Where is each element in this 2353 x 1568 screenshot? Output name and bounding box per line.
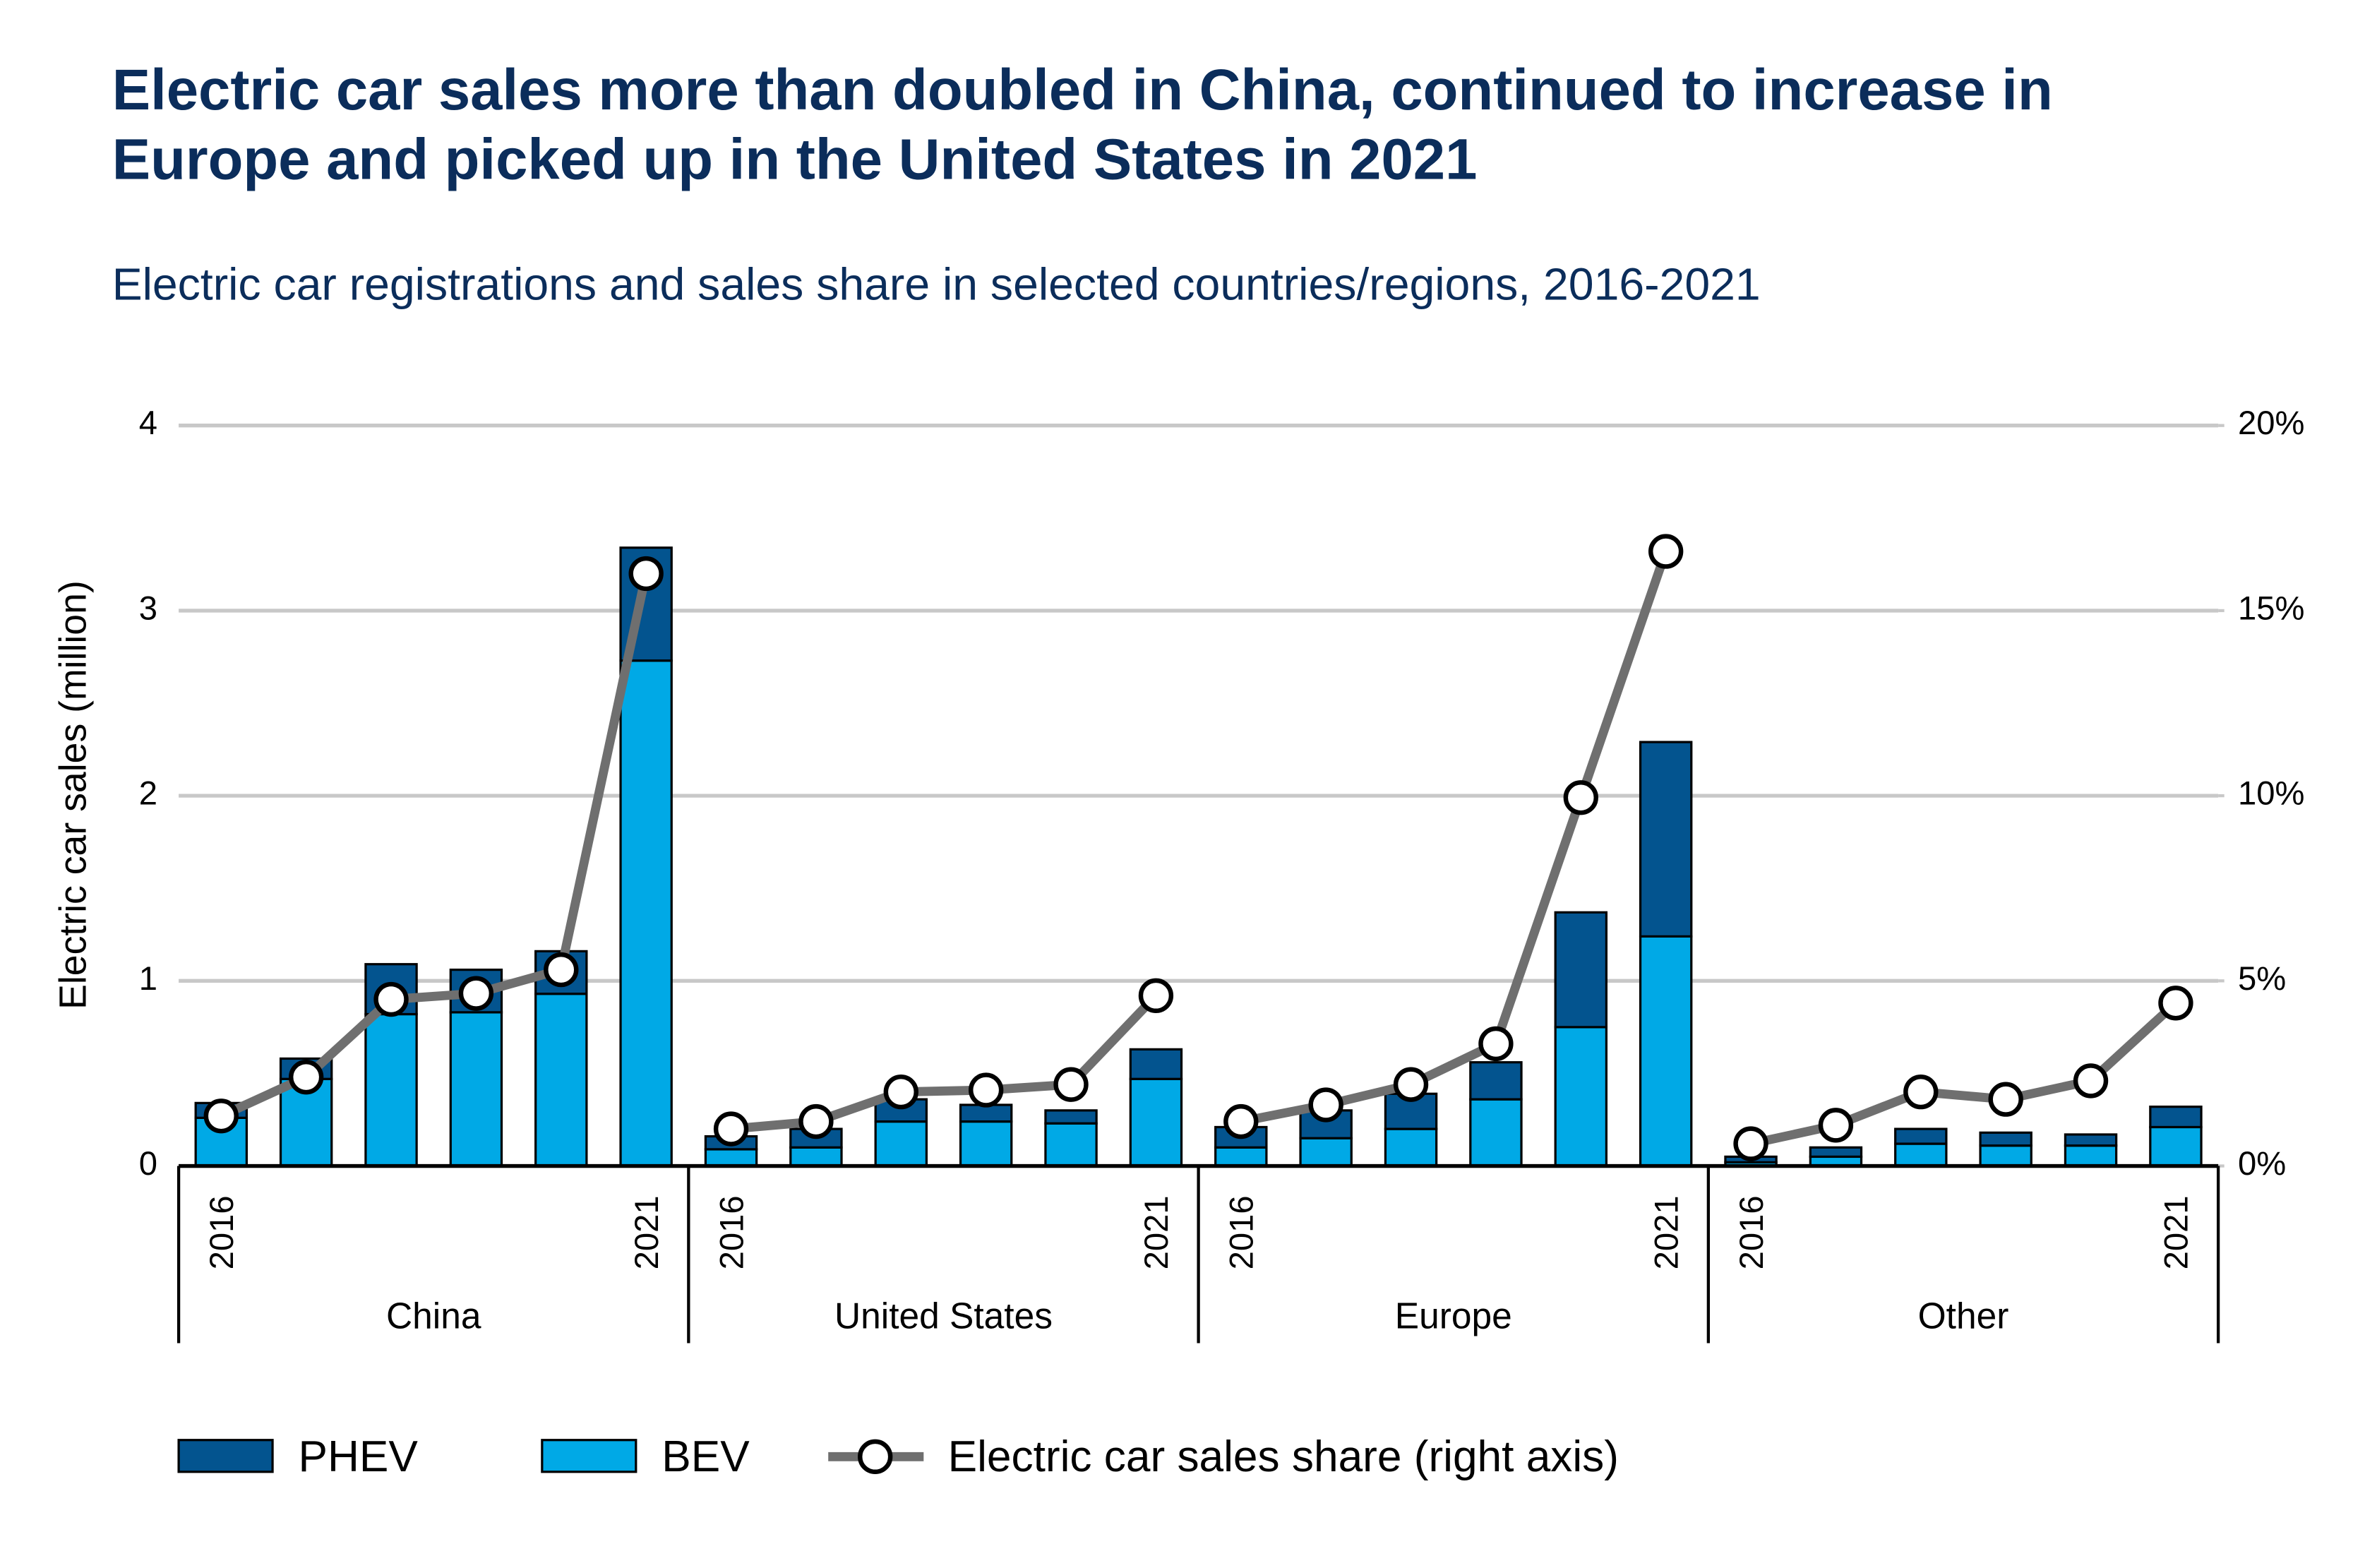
line-point bbox=[628, 556, 664, 592]
group-label: China bbox=[386, 1295, 481, 1336]
line-point bbox=[458, 976, 494, 1011]
bar-segment bbox=[1129, 1048, 1183, 1080]
line-point bbox=[1393, 1067, 1429, 1102]
line-point bbox=[798, 1103, 834, 1139]
x-tick-label: 2021 bbox=[2157, 1195, 2195, 1269]
line-point bbox=[1478, 1026, 1514, 1062]
line-point bbox=[288, 1060, 324, 1095]
line-point bbox=[1733, 1126, 1768, 1161]
bar-segment bbox=[1469, 1098, 1523, 1168]
line-series bbox=[1749, 1000, 2179, 1149]
bar-segment bbox=[364, 1012, 418, 1168]
line-point bbox=[1053, 1067, 1089, 1102]
bar-segment bbox=[1979, 1131, 2032, 1147]
x-tick-label: 2016 bbox=[203, 1195, 240, 1269]
y-tick-label: 0 bbox=[139, 1144, 157, 1182]
bar-segment bbox=[619, 659, 673, 1168]
bar-segment bbox=[1554, 911, 1608, 1029]
line-point bbox=[1223, 1103, 1259, 1139]
line-point bbox=[713, 1111, 749, 1147]
group-label: Other bbox=[1918, 1295, 2009, 1336]
bar-segment bbox=[1044, 1109, 1098, 1125]
bar-segment bbox=[1554, 1026, 1608, 1168]
y-axis-label: Electric car sales (million) bbox=[52, 580, 94, 1010]
line-point bbox=[203, 1099, 239, 1134]
line-point bbox=[883, 1074, 918, 1110]
line-point bbox=[544, 952, 579, 988]
line-point bbox=[1648, 534, 1684, 569]
bar-segment bbox=[1894, 1142, 1948, 1168]
y2-tick-label: 0% bbox=[2238, 1144, 2286, 1182]
bar-segment bbox=[959, 1120, 1013, 1168]
bar-segment bbox=[2064, 1144, 2118, 1168]
group-label: Europe bbox=[1395, 1295, 1512, 1336]
x-tick-label: 2021 bbox=[1647, 1195, 1684, 1269]
bar-segment bbox=[2064, 1133, 2118, 1147]
y-tick-label: 4 bbox=[139, 404, 157, 441]
bar-segment bbox=[1214, 1146, 1268, 1168]
y-tick-label: 2 bbox=[139, 774, 157, 812]
bar-segment bbox=[874, 1120, 928, 1168]
x-tick-label: 2016 bbox=[1223, 1195, 1260, 1269]
x-tick-label: 2016 bbox=[712, 1195, 750, 1269]
legend-swatch bbox=[541, 1439, 637, 1473]
x-tick-label: 2016 bbox=[1732, 1195, 1770, 1269]
bar-segment bbox=[1639, 935, 1693, 1168]
chart-subtitle: Electric car registrations and sales sha… bbox=[112, 259, 1761, 310]
bar-segment bbox=[1129, 1077, 1183, 1168]
bar-segment bbox=[1894, 1127, 1948, 1145]
line-point bbox=[1818, 1108, 1854, 1143]
bar-segment bbox=[1384, 1127, 1438, 1168]
y2-tick-label: 10% bbox=[2238, 774, 2304, 812]
legend-label: BEV bbox=[661, 1432, 750, 1481]
bar-segment bbox=[1299, 1137, 1353, 1168]
bar-segment bbox=[1469, 1061, 1523, 1101]
bar-segment bbox=[534, 993, 588, 1168]
bar-segment bbox=[1979, 1144, 2032, 1168]
legend-label: PHEV bbox=[299, 1432, 419, 1481]
bar-segment bbox=[1639, 741, 1693, 938]
line-point bbox=[2073, 1063, 2109, 1099]
legend-swatch bbox=[858, 1439, 893, 1474]
line-series bbox=[730, 992, 1160, 1134]
line-point bbox=[1903, 1074, 1939, 1110]
y2-tick-label: 5% bbox=[2238, 959, 2286, 997]
x-tick-label: 2021 bbox=[628, 1195, 665, 1269]
legend-label: Electric car sales share (right axis) bbox=[948, 1432, 1619, 1481]
line-point bbox=[1308, 1087, 1343, 1123]
chart-title: Electric car sales more than doubled in … bbox=[112, 58, 2053, 192]
y-tick-label: 3 bbox=[139, 589, 157, 626]
bar-segment bbox=[789, 1146, 843, 1168]
line-point bbox=[1988, 1082, 2023, 1117]
line-point bbox=[1563, 780, 1598, 815]
line-point bbox=[1138, 978, 1174, 1013]
y2-tick-label: 20% bbox=[2238, 404, 2304, 441]
bar-segment bbox=[449, 1011, 503, 1168]
legend-swatch bbox=[177, 1439, 274, 1473]
line-point bbox=[373, 981, 409, 1017]
group-label: United States bbox=[834, 1295, 1053, 1336]
y-tick-label: 1 bbox=[139, 959, 157, 997]
bar-segment bbox=[2149, 1125, 2203, 1168]
bar-segment bbox=[1809, 1146, 1863, 1159]
bar-segment bbox=[1044, 1122, 1098, 1168]
y2-tick-label: 15% bbox=[2238, 589, 2304, 626]
bar-segment bbox=[2149, 1106, 2203, 1129]
line-point bbox=[968, 1072, 1004, 1108]
bar-segment bbox=[704, 1148, 758, 1168]
line-point bbox=[2158, 986, 2193, 1021]
x-tick-label: 2021 bbox=[1137, 1195, 1175, 1269]
